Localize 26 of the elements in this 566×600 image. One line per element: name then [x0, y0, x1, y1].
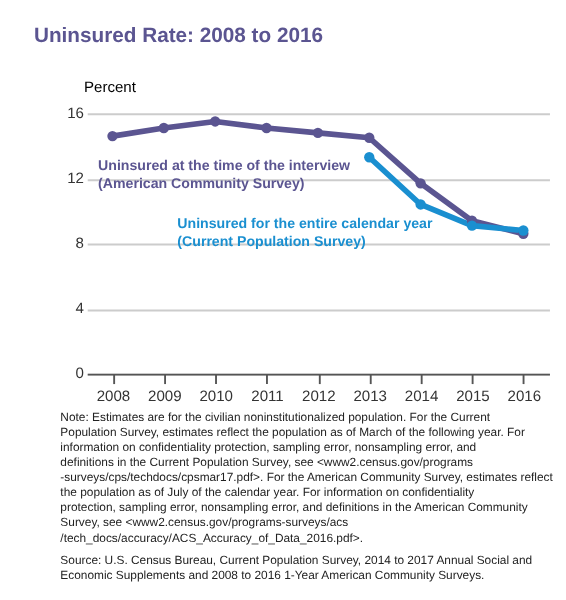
point [312, 127, 324, 139]
x-tick-label: 2013 [353, 387, 387, 406]
y-tick-label: 8 [75, 234, 84, 253]
point [210, 116, 221, 127]
y-tick-label: 4 [75, 299, 84, 318]
chart-title: Uninsured Rate: 2008 to 2016 [33, 25, 324, 48]
point [261, 122, 272, 134]
x-tick-label: 2009 [148, 387, 182, 406]
y-axis-title: Percent [83, 77, 138, 96]
y-tick-label: 12 [67, 169, 84, 188]
x-tick-label: 2012 [302, 387, 336, 406]
x-tick-label: 2008 [96, 387, 131, 406]
point [158, 122, 169, 134]
y-tick-label: 0 [75, 364, 84, 383]
point [364, 132, 375, 143]
x-tick-label: 2015 [456, 387, 490, 406]
x-tick-label: 2010 [199, 387, 233, 406]
point [415, 199, 426, 210]
x-tick-label: 2016 [507, 387, 542, 406]
point [107, 130, 118, 142]
x-tick-label: 2014 [404, 387, 439, 406]
point [364, 152, 375, 163]
point [466, 220, 478, 231]
y-tick-label: 16 [67, 104, 84, 123]
x-tick-label: 2011 [251, 387, 284, 406]
point [415, 178, 426, 189]
